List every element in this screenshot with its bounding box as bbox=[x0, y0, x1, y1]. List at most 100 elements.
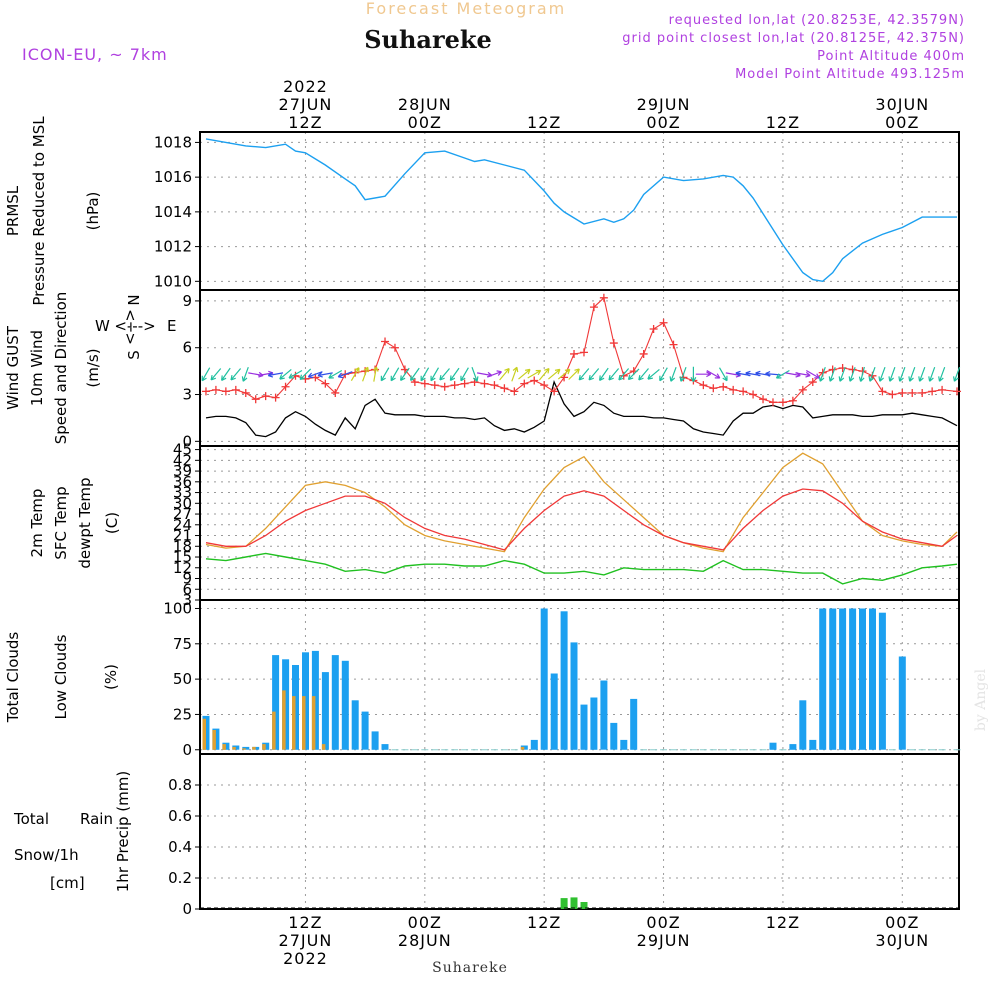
total-cloud-bar bbox=[630, 698, 638, 750]
pressure-frame bbox=[199, 131, 960, 291]
gust-marker bbox=[271, 393, 280, 402]
wind-direction-arrow bbox=[400, 367, 410, 381]
wind-direction-arrow bbox=[858, 366, 865, 382]
wind-direction-arrow bbox=[449, 367, 460, 381]
clouds-unit: (%) bbox=[102, 664, 120, 690]
clouds-label: Total Clouds bbox=[4, 632, 22, 724]
y-tick-label: 36 bbox=[173, 473, 192, 491]
y-tick-label: 50 bbox=[173, 670, 192, 688]
bottom-time-label: 30JUN bbox=[875, 931, 929, 950]
y-tick-label: 12 bbox=[173, 559, 192, 577]
y-tick-label: 21 bbox=[173, 527, 192, 545]
gust-marker bbox=[938, 385, 947, 394]
top-time-label: 12Z bbox=[766, 113, 800, 132]
gust-marker bbox=[460, 379, 469, 388]
gust-marker bbox=[953, 387, 962, 396]
total-cloud-bar bbox=[381, 744, 389, 750]
total-cloud-bar bbox=[809, 739, 817, 750]
gust-marker bbox=[599, 293, 608, 302]
gust-marker bbox=[420, 379, 429, 388]
low-cloud-bar bbox=[321, 744, 326, 750]
wind-direction-arrow bbox=[806, 369, 820, 379]
y-tick-label: 1016 bbox=[154, 168, 192, 186]
wind-direction-arrow bbox=[201, 367, 211, 382]
wind-unit: (m/s) bbox=[84, 348, 102, 387]
y-tick-label: 0.6 bbox=[168, 807, 192, 825]
wind-direction-arrow bbox=[362, 366, 370, 382]
gust-marker bbox=[669, 340, 678, 349]
gust-marker bbox=[828, 365, 837, 374]
total-cloud-bar bbox=[252, 746, 260, 750]
wind-direction-arrow bbox=[527, 369, 542, 379]
wind-direction-arrow bbox=[299, 368, 312, 381]
top-time-label: 28JUN bbox=[398, 95, 452, 114]
gust-marker bbox=[589, 303, 598, 312]
wind-direction-arrow bbox=[690, 366, 697, 382]
gust-marker bbox=[759, 395, 768, 404]
gust-marker bbox=[201, 387, 210, 396]
info-requested: requested lon,lat (20.8253E, 42.3579N) bbox=[669, 13, 965, 28]
station-title: Suhareke bbox=[364, 25, 492, 54]
y-tick-label: 1014 bbox=[154, 203, 192, 221]
gust-marker bbox=[729, 385, 738, 394]
total-cloud-bar bbox=[859, 608, 866, 750]
total-cloud-bar bbox=[560, 611, 568, 750]
wind-direction-arrow bbox=[695, 371, 712, 378]
wind-direction-arrow bbox=[487, 370, 502, 378]
total-cloud-bar bbox=[620, 739, 628, 750]
gust-marker bbox=[510, 387, 519, 396]
total-cloud-bar bbox=[610, 722, 618, 750]
temperature-label: SFC Temp bbox=[52, 486, 70, 559]
compass-axis-horizontal: <---> bbox=[114, 317, 155, 335]
wind-direction-arrow bbox=[918, 366, 926, 382]
gust-marker bbox=[749, 390, 758, 399]
compass-axis-vertical: <--> bbox=[121, 309, 139, 345]
wind-direction-arrow bbox=[511, 366, 519, 382]
total-cloud-bar bbox=[869, 608, 876, 750]
wind-direction-arrow bbox=[241, 366, 249, 382]
low-cloud-bar bbox=[232, 746, 236, 750]
total-cloud-bar bbox=[351, 700, 359, 750]
wind-direction-arrow bbox=[938, 366, 946, 382]
total-cloud-bar bbox=[799, 700, 807, 750]
gust-marker bbox=[251, 395, 260, 404]
y-tick-label: 3 bbox=[182, 591, 192, 609]
y-tick-label: 1018 bbox=[154, 133, 192, 151]
gust-marker bbox=[480, 379, 489, 388]
gust-marker bbox=[778, 398, 787, 407]
y-tick-label: 6 bbox=[182, 339, 192, 357]
credit-watermark: by Angel bbox=[973, 668, 989, 731]
rain-bar bbox=[560, 898, 568, 909]
gust-marker bbox=[768, 398, 777, 407]
gust-marker bbox=[898, 388, 907, 397]
wind-direction-arrow bbox=[868, 366, 876, 382]
y-tick-label: 27 bbox=[173, 505, 192, 523]
y-tick-label: 3 bbox=[182, 386, 192, 404]
wind-direction-arrow bbox=[518, 368, 531, 380]
gust-marker bbox=[878, 387, 887, 396]
compass-west: W bbox=[95, 317, 110, 335]
gust-marker bbox=[908, 388, 917, 397]
low-cloud-bar bbox=[252, 746, 256, 750]
dewpoint-line bbox=[205, 552, 958, 585]
wind-direction-arrow bbox=[928, 366, 936, 382]
wind-direction-arrow bbox=[828, 366, 836, 382]
y-tick-label: 18 bbox=[173, 537, 192, 555]
low-cloud-bar bbox=[302, 696, 306, 750]
wind-direction-arrow bbox=[317, 371, 333, 378]
low-cloud-bar bbox=[262, 744, 266, 750]
y-tick-label: 9 bbox=[182, 292, 192, 310]
gust-marker bbox=[788, 396, 797, 405]
total-cloud-bar bbox=[849, 608, 857, 750]
total-cloud-bar bbox=[530, 739, 538, 750]
temperature-frame bbox=[199, 445, 960, 601]
gust-marker bbox=[500, 384, 509, 393]
y-tick-label: 100 bbox=[163, 599, 192, 617]
rain-bar bbox=[580, 902, 588, 909]
total-cloud-bar bbox=[570, 642, 578, 750]
gust-marker bbox=[430, 381, 439, 390]
wind-direction-arrow bbox=[439, 368, 450, 381]
low-cloud-bar bbox=[292, 696, 296, 750]
